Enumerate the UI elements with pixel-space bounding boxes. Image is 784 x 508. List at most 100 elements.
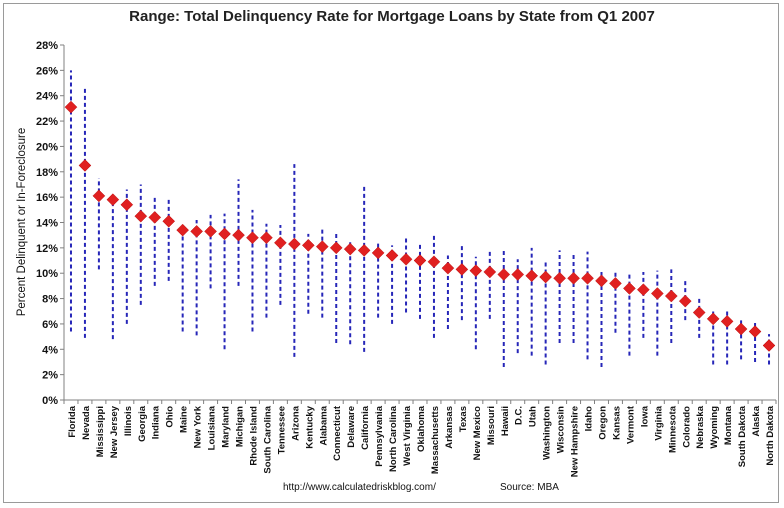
x-tick-label: South Carolina xyxy=(262,405,273,473)
current-marker xyxy=(343,242,357,256)
current-marker xyxy=(469,264,483,278)
x-tick-label: New Mexico xyxy=(472,406,483,461)
x-tick-label: Minnesota xyxy=(667,405,678,453)
current-marker xyxy=(274,236,287,250)
current-marker xyxy=(232,228,245,242)
y-tick-label: 12% xyxy=(36,243,58,255)
x-tick-label: Ohio xyxy=(165,406,176,428)
x-tick-label: Alaska xyxy=(751,405,762,436)
x-tick-label: North Carolina xyxy=(388,405,399,472)
current-marker xyxy=(581,271,594,285)
current-marker xyxy=(357,244,371,257)
y-tick-label: 4% xyxy=(42,344,58,356)
current-marker xyxy=(595,274,608,288)
current-marker xyxy=(329,241,343,255)
x-tick-label: South Dakota xyxy=(737,405,748,467)
current-marker xyxy=(218,227,231,241)
current-marker xyxy=(301,238,315,252)
x-tick-label: Massachusetts xyxy=(430,406,441,474)
current-marker xyxy=(385,249,399,262)
current-marker xyxy=(483,265,497,279)
x-tick-label: Arizona xyxy=(290,405,301,441)
current-marker xyxy=(92,189,106,203)
x-tick-label: New Hampshire xyxy=(570,406,581,477)
x-tick-label: Illinois xyxy=(123,406,134,436)
x-tick-label: Nevada xyxy=(81,405,92,440)
x-tick-label: Montana xyxy=(723,405,734,445)
x-tick-label: Utah xyxy=(528,406,539,427)
x-tick-label: Maine xyxy=(179,406,190,433)
current-marker xyxy=(134,209,148,223)
y-tick-label: 2% xyxy=(42,370,58,382)
x-tick-label: West Virginia xyxy=(402,405,413,466)
current-marker xyxy=(148,211,162,224)
current-marker xyxy=(260,231,273,245)
x-tick-label: Maryland xyxy=(221,406,232,448)
x-tick-label: Iowa xyxy=(639,405,650,427)
x-tick-label: Louisiana xyxy=(207,405,218,450)
current-marker xyxy=(692,306,706,319)
y-tick-label: 26% xyxy=(36,65,58,77)
current-marker xyxy=(455,263,469,276)
y-tick-label: 0% xyxy=(42,395,58,407)
current-marker xyxy=(413,254,427,267)
x-tick-label: Arkansas xyxy=(444,406,455,449)
x-tick-label: New Jersey xyxy=(109,405,120,458)
y-tick-label: 14% xyxy=(36,218,58,230)
current-marker xyxy=(246,231,259,245)
y-tick-label: 10% xyxy=(36,268,58,280)
x-tick-label: Washington xyxy=(542,406,553,460)
current-marker xyxy=(511,268,525,281)
y-tick-label: 28% xyxy=(36,40,58,52)
current-marker xyxy=(441,261,455,275)
x-tick-label: Hawaii xyxy=(500,406,511,436)
y-tick-label: 22% xyxy=(36,116,58,128)
current-marker xyxy=(650,287,664,300)
x-tick-label: Missouri xyxy=(486,406,497,445)
x-tick-label: Alabama xyxy=(318,405,329,445)
current-marker xyxy=(78,159,92,172)
y-tick-label: 16% xyxy=(36,192,58,204)
current-marker xyxy=(315,240,329,253)
x-tick-label: D.C. xyxy=(514,406,525,425)
y-tick-label: 8% xyxy=(42,294,58,306)
x-tick-label: Virginia xyxy=(653,405,664,440)
x-tick-label: Oklahoma xyxy=(416,405,427,452)
current-marker xyxy=(497,268,511,281)
x-tick-label: Wyoming xyxy=(709,406,720,449)
x-tick-label: Connecticut xyxy=(332,405,343,461)
x-tick-label: California xyxy=(360,405,371,450)
current-marker xyxy=(176,223,190,237)
current-marker xyxy=(204,225,217,238)
current-marker xyxy=(64,100,78,114)
x-tick-label: Vermont xyxy=(625,405,636,444)
current-marker xyxy=(637,283,650,297)
y-tick-label: 6% xyxy=(42,319,58,331)
x-tick-label: Idaho xyxy=(584,406,595,432)
x-tick-label: Texas xyxy=(458,406,469,432)
y-tick-label: 20% xyxy=(36,141,58,153)
current-marker xyxy=(720,315,734,328)
x-tick-label: Tennessee xyxy=(276,406,287,454)
current-marker xyxy=(427,255,441,269)
x-tick-label: Delaware xyxy=(346,406,357,448)
current-marker xyxy=(190,225,203,238)
current-marker xyxy=(106,193,120,207)
current-marker xyxy=(287,237,301,251)
x-tick-label: Florida xyxy=(67,405,78,437)
current-marker xyxy=(706,312,720,326)
x-tick-label: Pennsylvania xyxy=(374,405,385,466)
x-tick-label: Georgia xyxy=(137,405,148,442)
x-tick-label: New York xyxy=(193,405,204,448)
current-marker xyxy=(762,339,776,352)
x-tick-label: Wisconsin xyxy=(556,406,567,454)
current-marker xyxy=(678,294,692,308)
x-tick-label: Nebraska xyxy=(695,405,706,448)
x-tick-label: Oregon xyxy=(597,406,608,440)
x-tick-label: Mississippi xyxy=(95,406,106,457)
y-tick-label: 18% xyxy=(36,167,58,179)
footer-source: Source: MBA xyxy=(500,482,559,493)
current-marker xyxy=(525,269,539,283)
current-marker xyxy=(120,198,134,212)
current-marker xyxy=(734,322,748,336)
